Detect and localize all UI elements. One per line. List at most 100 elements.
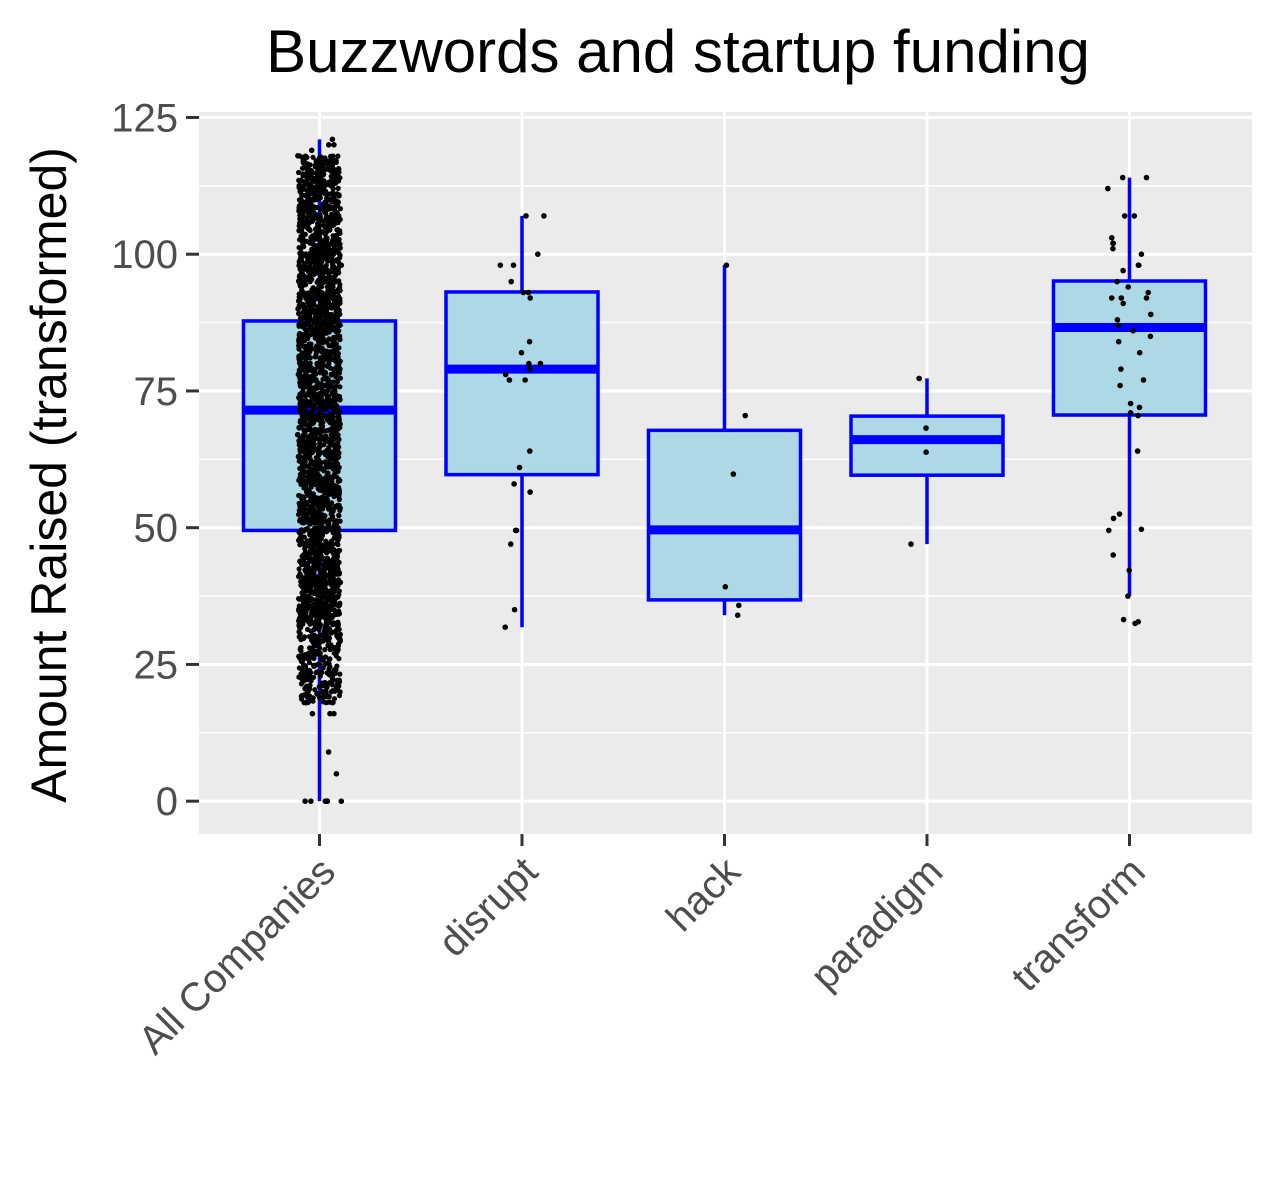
data-point [313,243,319,249]
data-point [315,551,321,557]
data-point [722,584,729,590]
data-point [314,398,320,404]
x-tick-label: hack [658,849,750,941]
data-point [302,451,308,457]
data-point [321,351,327,357]
data-point [310,286,317,292]
data-point [338,798,345,804]
data-point [334,518,340,524]
data-point [315,266,321,272]
data-point [319,531,325,537]
data-point [296,492,302,499]
data-point [329,302,335,308]
data-point [300,172,306,178]
data-point [320,589,326,595]
data-point [297,178,303,184]
data-point [331,535,337,541]
data-point [1115,338,1122,345]
data-point [320,556,326,562]
data-point [1118,295,1125,301]
data-point [309,394,315,400]
data-point [296,458,302,464]
data-point [304,161,311,167]
data-point [304,490,310,496]
data-point [307,682,313,689]
data-point [337,689,343,695]
data-point [730,471,737,477]
data-point [309,368,315,374]
data-point [320,218,326,224]
data-point [1120,267,1126,274]
data-point [298,333,304,339]
y-tick-label: 25 [134,643,179,687]
data-point [322,223,328,229]
data-point [317,673,323,679]
data-point [308,798,314,804]
data-point [322,566,328,572]
data-point [308,411,315,417]
data-point [299,500,305,506]
data-point [299,216,305,222]
data-point [298,618,304,624]
data-point [333,419,339,425]
data-point [309,576,315,582]
data-point [297,401,303,407]
data-point [297,303,303,309]
data-point [1114,278,1120,285]
data-point [318,683,324,689]
data-point [319,612,325,618]
data-point [308,147,315,154]
data-point [304,551,310,557]
data-point [337,636,343,642]
data-point [319,423,326,430]
data-point [333,684,339,691]
iqr-box [1051,279,1208,417]
data-point [527,295,533,301]
data-point [1126,567,1132,574]
data-point [508,541,514,547]
data-point [309,533,315,539]
data-point [302,408,308,414]
data-point [311,570,317,576]
data-point [303,392,309,398]
data-point [305,464,311,470]
data-point [313,670,319,676]
data-point [1130,328,1136,334]
data-point [307,618,313,625]
data-point [332,399,338,405]
data-point [297,542,303,548]
data-point [298,245,304,251]
data-point [328,371,334,377]
data-point [328,253,334,259]
data-point [333,257,339,263]
data-point [314,324,321,330]
data-point [335,185,341,191]
data-point [317,560,323,566]
data-point [908,541,914,547]
data-point [297,538,304,544]
data-point [328,511,334,517]
data-point [304,689,310,695]
data-point [313,371,319,377]
data-point [1105,185,1111,192]
data-point [327,214,333,220]
data-point [334,374,340,381]
data-point [332,670,338,677]
data-point [1120,300,1126,307]
data-point [324,497,330,503]
data-point [323,619,329,626]
data-point [511,606,518,613]
data-point [335,464,341,470]
data-point [336,193,342,199]
data-point [296,169,302,176]
data-point [297,189,303,195]
data-point [330,190,336,196]
data-point [309,609,315,615]
data-point [317,415,324,421]
data-point [318,273,324,279]
data-point [306,300,312,306]
data-point [326,694,332,700]
data-point [306,670,312,676]
data-point [316,223,322,229]
data-point [319,513,325,519]
